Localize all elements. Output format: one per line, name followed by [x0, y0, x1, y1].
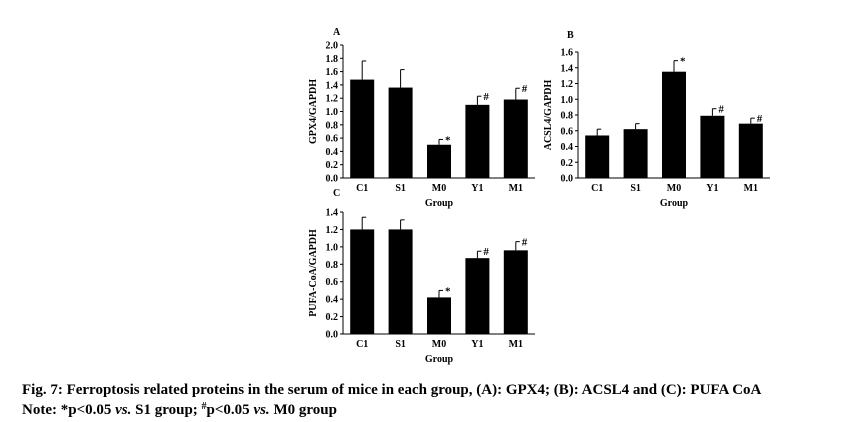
y-axis-label: GPX4/GAPDH [308, 79, 319, 144]
x-tick-label: S1 [395, 339, 406, 350]
significance-marker: # [718, 104, 724, 116]
note-part: p<0.05 [207, 402, 254, 418]
y-tick-label: 0.6 [561, 126, 574, 137]
x-tick-label: C1 [591, 183, 603, 194]
y-tick-label: 0.0 [326, 174, 339, 185]
y-tick-label: 1.4 [326, 208, 339, 219]
significance-marker: * [445, 134, 451, 146]
y-tick-label: 1.0 [561, 95, 574, 106]
x-tick-label: M0 [432, 339, 446, 350]
y-tick-label: 0.2 [561, 158, 574, 169]
y-axis-label: ACSL4/GAPDH [543, 79, 554, 150]
x-tick-label: Y1 [471, 183, 483, 194]
x-tick-label: M0 [432, 183, 446, 194]
bar [427, 144, 451, 178]
significance-marker: # [522, 83, 528, 95]
significance-marker: # [483, 246, 489, 258]
panel-label: C [333, 188, 340, 199]
y-tick-label: 2.0 [326, 41, 339, 52]
y-tick-label: 0.4 [326, 295, 339, 306]
y-tick-label: 1.2 [326, 94, 339, 105]
caption-title: Fig. 7: Ferroptosis related proteins in … [22, 382, 762, 398]
y-tick-label: 0.8 [326, 120, 339, 131]
y-tick-label: 1.4 [326, 80, 339, 91]
bar [503, 99, 528, 178]
significance-marker: # [483, 91, 489, 103]
significance-marker: * [445, 285, 451, 297]
x-tick-label: S1 [395, 183, 406, 194]
note-part: M0 group [270, 402, 337, 418]
bar [427, 297, 451, 334]
note-part: # [202, 401, 207, 412]
x-tick-label: M0 [667, 183, 681, 194]
y-tick-label: 0.0 [326, 330, 339, 341]
y-tick-label: 0.8 [561, 111, 574, 122]
caption-note: Note: *p<0.05 vs. S1 group; #p<0.05 vs. … [22, 401, 337, 419]
y-tick-label: 0.2 [326, 312, 339, 323]
significance-marker: * [680, 56, 686, 68]
y-tick-label: 1.8 [326, 54, 339, 65]
bar [465, 258, 490, 334]
x-axis-label: Group [425, 198, 454, 209]
y-tick-label: 0.6 [326, 277, 339, 288]
y-tick-label: 1.0 [326, 107, 339, 118]
note-part: S1 group; [131, 402, 201, 418]
bar [350, 79, 375, 178]
panel-label: B [567, 30, 574, 41]
x-tick-label: C1 [356, 339, 368, 350]
y-tick-label: 1.4 [561, 63, 574, 74]
bar [738, 123, 763, 178]
x-axis-label: Group [425, 354, 454, 365]
significance-marker: # [522, 237, 528, 249]
x-tick-label: Y1 [706, 183, 718, 194]
y-tick-label: 1.6 [561, 48, 574, 59]
y-axis-label: PUFA-CoA/GAPDH [308, 229, 319, 317]
y-tick-label: 1.0 [326, 242, 339, 253]
note-part: vs. [253, 402, 269, 418]
bar [465, 104, 490, 178]
bar [350, 229, 375, 334]
y-tick-label: 0.2 [326, 160, 339, 171]
y-tick-label: 0.6 [326, 134, 339, 145]
bar [700, 115, 725, 178]
x-tick-label: S1 [630, 183, 641, 194]
bar [585, 135, 610, 178]
y-tick-label: 1.6 [326, 67, 339, 78]
x-tick-label: Y1 [471, 339, 483, 350]
bar [388, 87, 413, 178]
note-part: Note: *p<0.05 [22, 402, 115, 418]
significance-marker: # [757, 113, 763, 125]
y-tick-label: 0.0 [561, 174, 574, 185]
y-tick-label: 0.4 [561, 142, 574, 153]
x-tick-label: C1 [356, 183, 368, 194]
panel-label: A [333, 27, 341, 38]
y-tick-label: 1.2 [326, 225, 339, 236]
x-tick-label: M1 [744, 183, 758, 194]
x-axis-label: Group [660, 198, 689, 209]
bar [388, 229, 413, 334]
y-tick-label: 1.2 [561, 79, 574, 90]
bar [503, 250, 528, 334]
bar [623, 129, 648, 178]
bar [662, 71, 686, 178]
y-tick-label: 0.8 [326, 260, 339, 271]
note-part: vs. [115, 402, 131, 418]
x-tick-label: M1 [509, 183, 523, 194]
y-tick-label: 0.4 [326, 147, 339, 158]
x-tick-label: M1 [509, 339, 523, 350]
